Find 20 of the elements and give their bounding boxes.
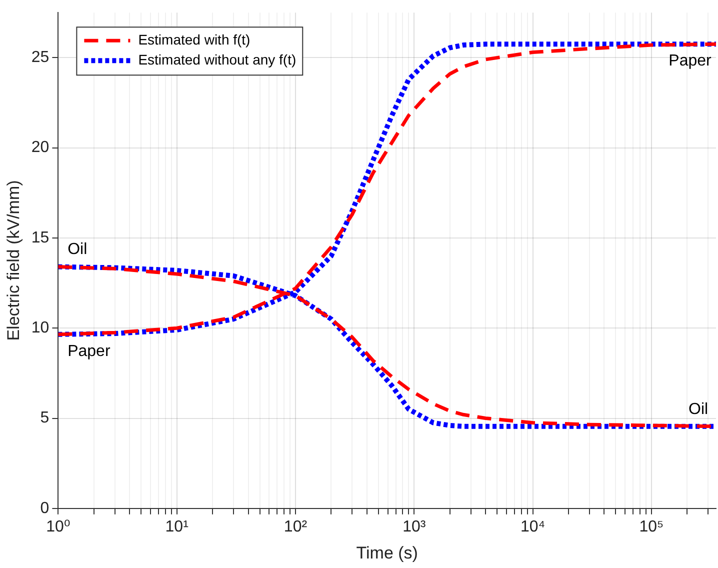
annotation: Oil — [68, 241, 88, 258]
annotation: Paper — [68, 342, 111, 360]
x-tick-label: 10⁴ — [520, 518, 546, 536]
y-tick-label: 0 — [40, 500, 50, 517]
annotation: Oil — [688, 400, 708, 418]
y-tick-label: 5 — [40, 410, 50, 427]
x-axis-title: Time (s) — [356, 543, 418, 562]
x-tick-label: 10⁰ — [46, 518, 70, 536]
x-tick-label: 10⁵ — [639, 518, 664, 536]
legend-label: Estimated with f(t) — [138, 31, 250, 48]
y-tick-label: 10 — [31, 320, 50, 337]
x-tick-label: 10³ — [402, 518, 426, 536]
annotation: Paper — [668, 52, 712, 70]
y-tick-label: 20 — [31, 139, 50, 156]
x-tick-label: 10¹ — [165, 518, 188, 536]
y-tick-label: 25 — [31, 49, 50, 66]
legend-label: Estimated without any f(t) — [138, 51, 296, 68]
x-tick-label: 10² — [284, 518, 308, 536]
y-tick-label: 15 — [31, 229, 50, 246]
y-axis-title: Electric field (kV/mm) — [4, 180, 23, 341]
